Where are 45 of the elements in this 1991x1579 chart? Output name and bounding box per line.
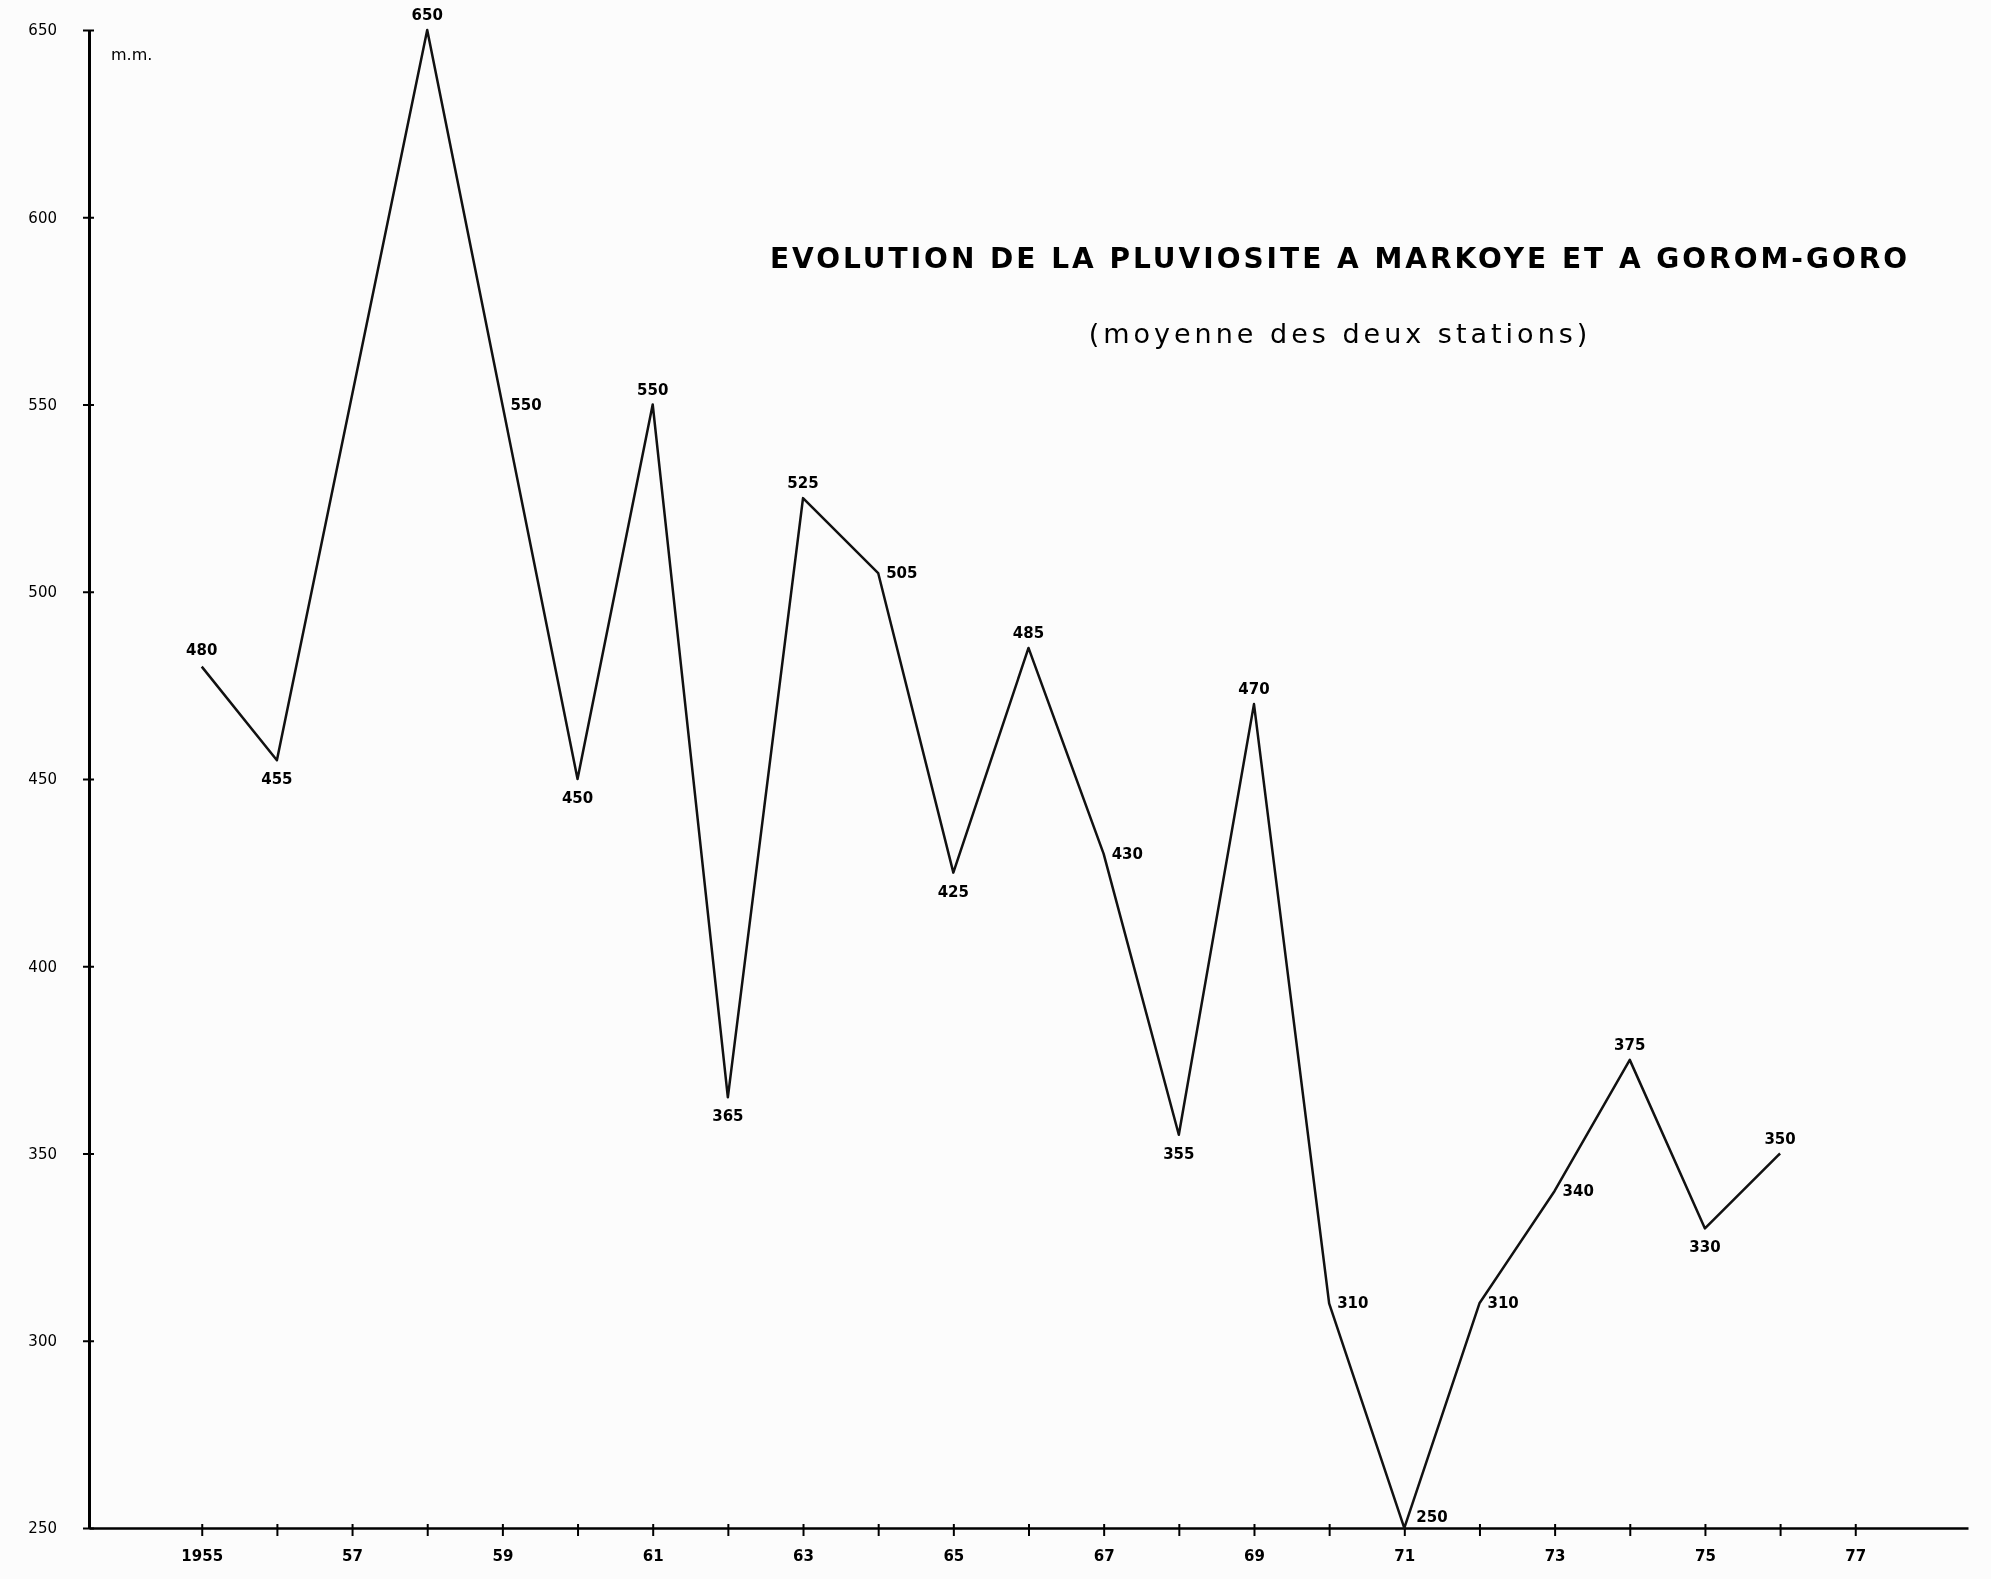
x-tick-label: 67 [1093, 1546, 1115, 1565]
x-tick-label: 75 [1695, 1546, 1716, 1565]
y-tick-label: 500 [28, 583, 57, 602]
data-label: 550 [637, 380, 669, 399]
data-label: 650 [411, 6, 443, 24]
y-tick-label: 650 [28, 21, 57, 40]
y-axis-title: m.m. [111, 45, 153, 64]
x-tick-label: 69 [1244, 1546, 1265, 1565]
data-label: 505 [886, 564, 918, 583]
x-tick-label: 77 [1845, 1546, 1867, 1565]
data-label: 470 [1238, 680, 1270, 699]
y-tick-label: 600 [28, 208, 57, 227]
data-label: 375 [1614, 1035, 1646, 1054]
data-label: 550 [510, 395, 542, 414]
y-tick-label: 300 [28, 1332, 57, 1351]
data-label: 450 [561, 789, 594, 807]
data-label: 455 [261, 770, 293, 789]
data-label: 430 [1111, 844, 1143, 863]
data-label: 250 [1416, 1508, 1448, 1526]
data-label: 310 [1337, 1294, 1369, 1313]
data-label: 425 [937, 882, 969, 901]
x-tick-label: 59 [492, 1546, 514, 1565]
y-tick-label: 400 [28, 957, 57, 976]
data-label: 480 [186, 640, 218, 659]
data-label: 365 [712, 1107, 744, 1126]
y-tick-label: 250 [28, 1519, 57, 1538]
data-label: 350 [1764, 1129, 1796, 1148]
data-label: 340 [1562, 1181, 1594, 1200]
x-tick-label: 65 [943, 1546, 965, 1565]
text: (moyenne des deux stations) [1088, 318, 1592, 349]
x-tick-label: 71 [1394, 1546, 1416, 1565]
x-tick-label: 63 [793, 1546, 814, 1565]
x-tick-label: 1955 [181, 1546, 224, 1565]
data-label: 485 [1012, 623, 1045, 642]
data-label: 355 [1163, 1144, 1195, 1163]
data-label: 525 [787, 474, 819, 493]
y-tick-label: 450 [28, 770, 57, 789]
data-label: 330 [1689, 1238, 1721, 1257]
y-tick-label: 550 [28, 395, 57, 414]
y-tick-label: 350 [28, 1144, 57, 1163]
x-tick-label: 73 [1544, 1546, 1566, 1565]
x-tick-label: 61 [642, 1546, 664, 1565]
x-tick-label: 57 [342, 1546, 363, 1565]
data-label: 310 [1487, 1294, 1519, 1313]
text: EVOLUTION DE LA PLUVIOSITE A MARKOYE ET A GOROM-GORO [769, 242, 1911, 275]
